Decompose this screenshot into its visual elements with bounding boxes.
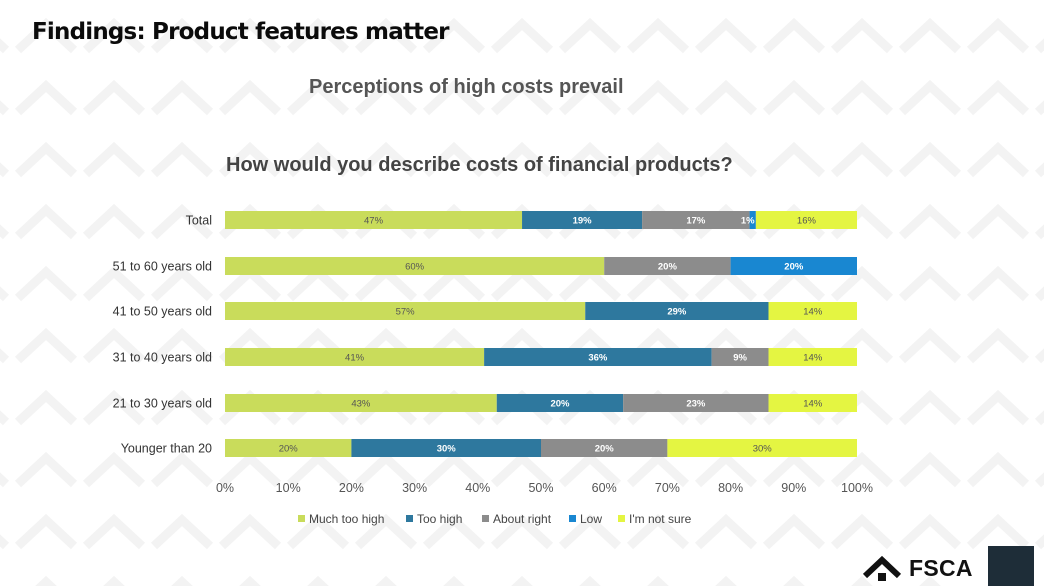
bar-segment-much-too-high	[225, 302, 586, 320]
bar-segment-too-high	[484, 348, 712, 366]
category-label: 31 to 40 years old	[113, 351, 212, 365]
data-label: 43%	[351, 399, 371, 410]
legend-swatch	[482, 515, 489, 522]
bar-segment-about-right	[623, 394, 769, 412]
bar-segment-low	[749, 211, 756, 229]
data-label: 47%	[364, 216, 384, 227]
legend-label: Too high	[417, 512, 462, 526]
data-label: 30%	[753, 444, 773, 455]
legend-label: Much too high	[309, 512, 384, 526]
bar-segment-much-too-high	[225, 257, 605, 275]
bar-segment-low	[730, 257, 857, 275]
bar-segment-much-too-high	[225, 439, 352, 457]
data-label: 29%	[667, 307, 687, 318]
bar-segment-much-too-high	[225, 211, 523, 229]
bar-segment-i-m-not-sure	[755, 211, 857, 229]
bar-segment-much-too-high	[225, 394, 497, 412]
x-tick-label: 80%	[718, 481, 743, 495]
data-label: 14%	[803, 307, 823, 318]
bar-segment-about-right	[541, 439, 668, 457]
category-label: Younger than 20	[121, 442, 212, 456]
house-roof-icon	[862, 555, 902, 581]
x-tick-label: 20%	[339, 481, 364, 495]
data-label: 20%	[658, 262, 678, 273]
bar-segment-too-high	[522, 211, 643, 229]
fsca-logo: FSCA	[862, 548, 982, 586]
data-label: 20%	[279, 444, 299, 455]
x-tick-label: 30%	[402, 481, 427, 495]
data-label: 36%	[588, 353, 608, 364]
bar-segment-about-right	[711, 348, 769, 366]
legend-label: Low	[580, 512, 602, 526]
bar-segment-much-too-high	[225, 348, 485, 366]
stacked-bar-chart: Total 47% 19% 17% 1% 16% 51 to 60 years old 60%…	[113, 211, 873, 526]
legend-label: About right	[493, 512, 552, 526]
bar-segment-about-right	[642, 211, 750, 229]
bar-segment-too-high	[496, 394, 624, 412]
x-tick-label: 50%	[528, 481, 553, 495]
legend-swatch	[406, 515, 413, 522]
x-tick-label: 100%	[841, 481, 873, 495]
x-tick-label: 90%	[781, 481, 806, 495]
category-label: 21 to 30 years old	[113, 397, 212, 411]
data-label: 30%	[437, 444, 457, 455]
bar-segment-i-m-not-sure	[667, 439, 857, 457]
category-label: Total	[186, 214, 212, 228]
data-label: 20%	[550, 399, 570, 410]
x-tick-label: 70%	[655, 481, 680, 495]
data-label: 57%	[396, 307, 416, 318]
data-label: 20%	[784, 262, 804, 273]
data-label: 16%	[797, 216, 817, 227]
data-label: 23%	[686, 399, 706, 410]
category-label: 41 to 50 years old	[113, 305, 212, 319]
page-title: Findings: Product features matter	[32, 19, 449, 45]
x-tick-label: 60%	[592, 481, 617, 495]
corner-block	[988, 546, 1034, 586]
bar-segment-about-right	[604, 257, 731, 275]
legend-swatch	[298, 515, 305, 522]
data-label: 14%	[803, 353, 823, 364]
data-label: 60%	[405, 262, 425, 273]
data-label: 1%	[741, 216, 755, 227]
legend-swatch	[569, 515, 576, 522]
bar-segment-i-m-not-sure	[768, 302, 857, 320]
bar-segment-too-high	[585, 302, 769, 320]
logo-text: FSCA	[909, 555, 973, 581]
legend-swatch	[618, 515, 625, 522]
page-subtitle: Perceptions of high costs prevail	[309, 76, 624, 98]
data-label: 41%	[345, 353, 365, 364]
data-label: 20%	[595, 444, 615, 455]
data-label: 17%	[686, 216, 706, 227]
x-tick-label: 0%	[216, 481, 234, 495]
data-label: 14%	[803, 399, 823, 410]
data-label: 9%	[733, 353, 747, 364]
bar-segment-i-m-not-sure	[768, 394, 857, 412]
x-tick-label: 10%	[276, 481, 301, 495]
category-label: 51 to 60 years old	[113, 260, 212, 274]
x-tick-label: 40%	[465, 481, 490, 495]
bar-segment-i-m-not-sure	[768, 348, 857, 366]
chart-title: How would you describe costs of financia…	[226, 154, 733, 176]
bar-segment-too-high	[351, 439, 541, 457]
data-label: 19%	[573, 216, 593, 227]
legend-label: I'm not sure	[629, 512, 692, 526]
